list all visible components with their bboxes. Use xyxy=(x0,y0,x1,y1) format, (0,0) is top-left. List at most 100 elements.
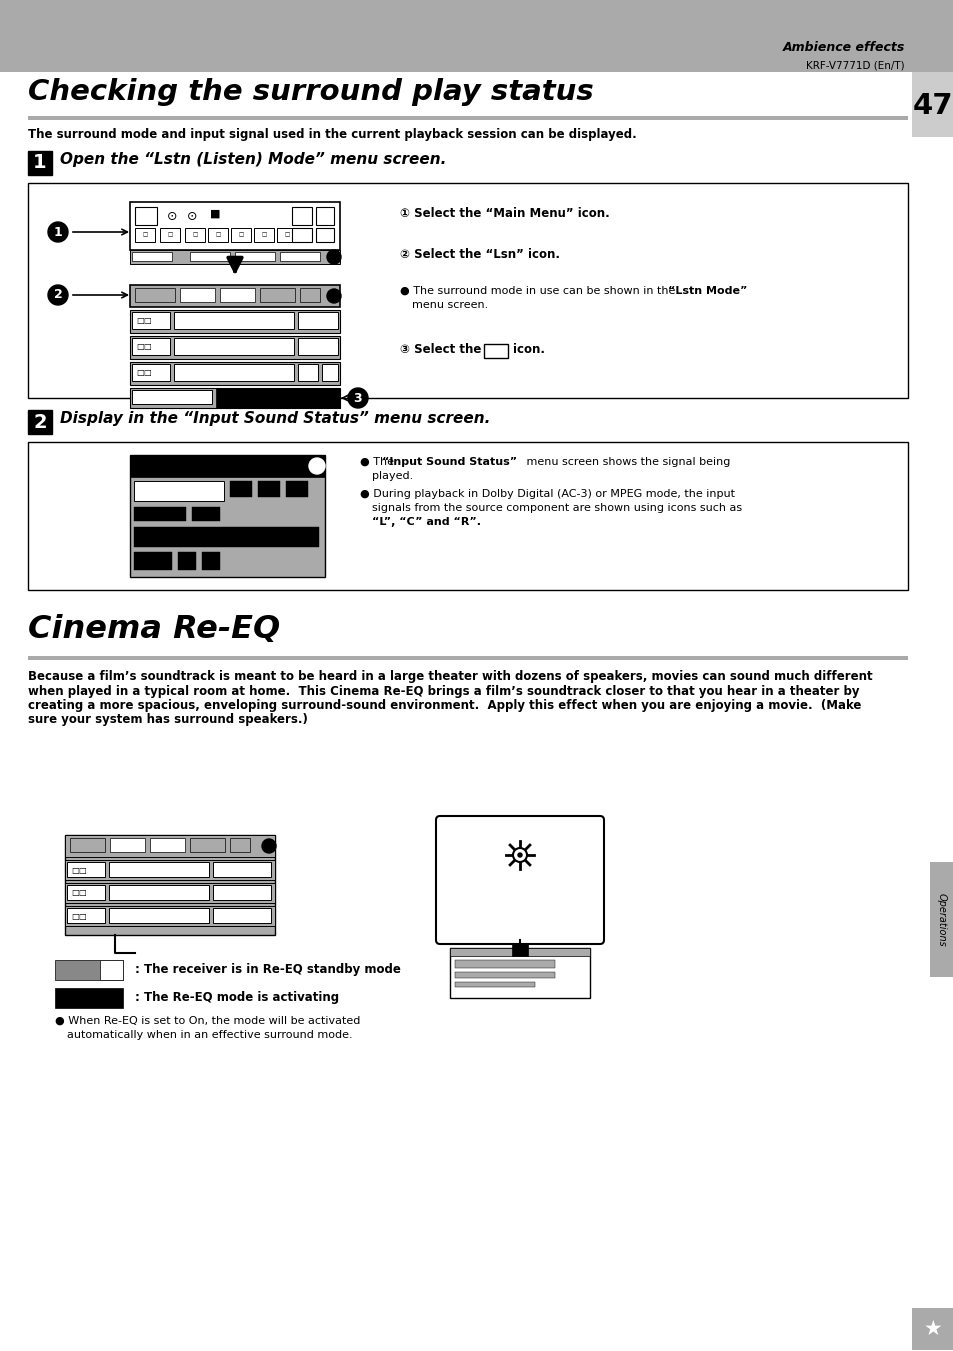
Bar xyxy=(297,363,317,381)
Bar xyxy=(911,1308,953,1350)
Bar xyxy=(911,72,953,136)
Text: Open the “Lstn (Listen) Mode” menu screen.: Open the “Lstn (Listen) Mode” menu scree… xyxy=(60,153,446,168)
Bar xyxy=(0,0,953,72)
Text: Because a film’s soundtrack is meant to be heard in a large theater with dozens : Because a film’s soundtrack is meant to … xyxy=(28,670,872,684)
Text: automatically when in an effective surround mode.: automatically when in an effective surro… xyxy=(67,1029,353,1040)
Bar xyxy=(132,253,172,261)
Text: □: □ xyxy=(142,232,148,238)
Text: Display in the “Input Sound Status” menu screen.: Display in the “Input Sound Status” menu… xyxy=(60,411,490,426)
Text: ● During playback in Dolby Digital (AC-3) or MPEG mode, the input: ● During playback in Dolby Digital (AC-3… xyxy=(359,489,734,499)
Text: Operations: Operations xyxy=(936,893,946,947)
Circle shape xyxy=(327,250,340,263)
Bar xyxy=(67,885,105,900)
Text: when played in a typical room at home.  This Cinema Re-EQ brings a film’s soundt: when played in a typical room at home. T… xyxy=(28,685,859,697)
Text: menu screen shows the signal being: menu screen shows the signal being xyxy=(522,457,730,467)
Bar xyxy=(130,203,339,250)
Bar xyxy=(28,151,52,176)
Circle shape xyxy=(327,289,340,303)
Circle shape xyxy=(513,848,526,862)
Text: Checking the surround play status: Checking the surround play status xyxy=(28,78,593,105)
Bar xyxy=(132,363,170,381)
Bar xyxy=(133,481,224,501)
Text: ③ Select the: ③ Select the xyxy=(399,343,481,357)
Bar xyxy=(130,309,339,332)
Bar xyxy=(190,838,225,852)
Circle shape xyxy=(517,852,521,857)
Text: Ambience effects: Ambience effects xyxy=(781,41,904,54)
Text: The surround mode and input signal used in the current playback session can be d: The surround mode and input signal used … xyxy=(28,128,636,141)
Text: □□: □□ xyxy=(136,316,152,326)
Bar xyxy=(213,885,271,900)
Bar xyxy=(70,838,105,852)
Bar xyxy=(133,507,186,521)
Text: □□: □□ xyxy=(71,912,87,920)
Text: 2: 2 xyxy=(33,412,47,431)
Text: ⊙: ⊙ xyxy=(167,209,177,223)
Bar xyxy=(130,455,325,477)
Circle shape xyxy=(48,222,68,242)
Bar xyxy=(55,961,123,979)
Bar xyxy=(450,948,589,998)
Bar xyxy=(276,228,296,242)
Bar xyxy=(455,961,555,969)
Text: ● When Re-EQ is set to On, the mode will be activated: ● When Re-EQ is set to On, the mode will… xyxy=(55,1016,360,1025)
Text: 1: 1 xyxy=(33,154,47,173)
Bar xyxy=(130,336,339,359)
Bar xyxy=(100,961,123,979)
Text: □: □ xyxy=(284,232,290,238)
Bar xyxy=(133,527,318,547)
Text: : The Re-EQ mode is activating: : The Re-EQ mode is activating xyxy=(135,992,338,1005)
Text: ① Select the “Main Menu” icon.: ① Select the “Main Menu” icon. xyxy=(399,207,609,220)
Text: KRF-V7771D (En/T): KRF-V7771D (En/T) xyxy=(805,59,904,70)
Bar xyxy=(208,228,228,242)
Bar xyxy=(65,861,274,880)
Bar xyxy=(28,657,907,661)
Bar xyxy=(130,455,325,577)
Bar xyxy=(133,553,172,570)
Bar xyxy=(67,862,105,877)
Bar xyxy=(173,363,294,381)
Bar xyxy=(260,288,294,303)
Bar xyxy=(130,362,339,385)
Bar xyxy=(65,835,274,935)
Bar xyxy=(202,553,220,570)
Text: ● The: ● The xyxy=(359,457,397,467)
Bar xyxy=(929,862,953,977)
Text: played.: played. xyxy=(372,471,413,481)
Bar xyxy=(130,388,339,408)
Text: sure your system has surround speakers.): sure your system has surround speakers.) xyxy=(28,713,308,727)
Bar xyxy=(213,908,271,923)
Text: 1: 1 xyxy=(53,226,62,239)
Bar xyxy=(257,481,280,497)
Text: creating a more spacious, enveloping surround-sound environment.  Apply this eff: creating a more spacious, enveloping sur… xyxy=(28,698,861,712)
Bar xyxy=(109,908,209,923)
Bar xyxy=(512,944,527,957)
Circle shape xyxy=(262,839,275,852)
Text: menu screen.: menu screen. xyxy=(412,300,488,309)
Bar xyxy=(230,481,252,497)
Text: ② Select the “Lsn” icon.: ② Select the “Lsn” icon. xyxy=(399,249,559,261)
Bar xyxy=(322,363,337,381)
Text: “Lstn Mode”: “Lstn Mode” xyxy=(667,286,746,296)
Circle shape xyxy=(309,458,325,474)
Bar xyxy=(110,838,145,852)
Bar xyxy=(299,288,319,303)
Text: □□: □□ xyxy=(136,369,152,377)
Text: 47: 47 xyxy=(912,92,952,120)
Bar xyxy=(215,388,339,408)
Bar xyxy=(132,312,170,330)
Bar xyxy=(280,253,319,261)
Bar xyxy=(55,988,123,1008)
Text: ■: ■ xyxy=(210,209,220,219)
Text: Cinema Re-EQ: Cinema Re-EQ xyxy=(28,613,280,644)
Text: ● The surround mode in use can be shown in the: ● The surround mode in use can be shown … xyxy=(399,286,679,296)
Bar xyxy=(192,507,220,521)
Bar xyxy=(109,862,209,877)
Bar xyxy=(180,288,214,303)
Bar xyxy=(297,338,337,355)
Bar xyxy=(28,442,907,590)
Bar xyxy=(315,207,334,226)
Bar xyxy=(231,228,251,242)
Bar xyxy=(28,409,52,434)
Bar xyxy=(65,884,274,902)
